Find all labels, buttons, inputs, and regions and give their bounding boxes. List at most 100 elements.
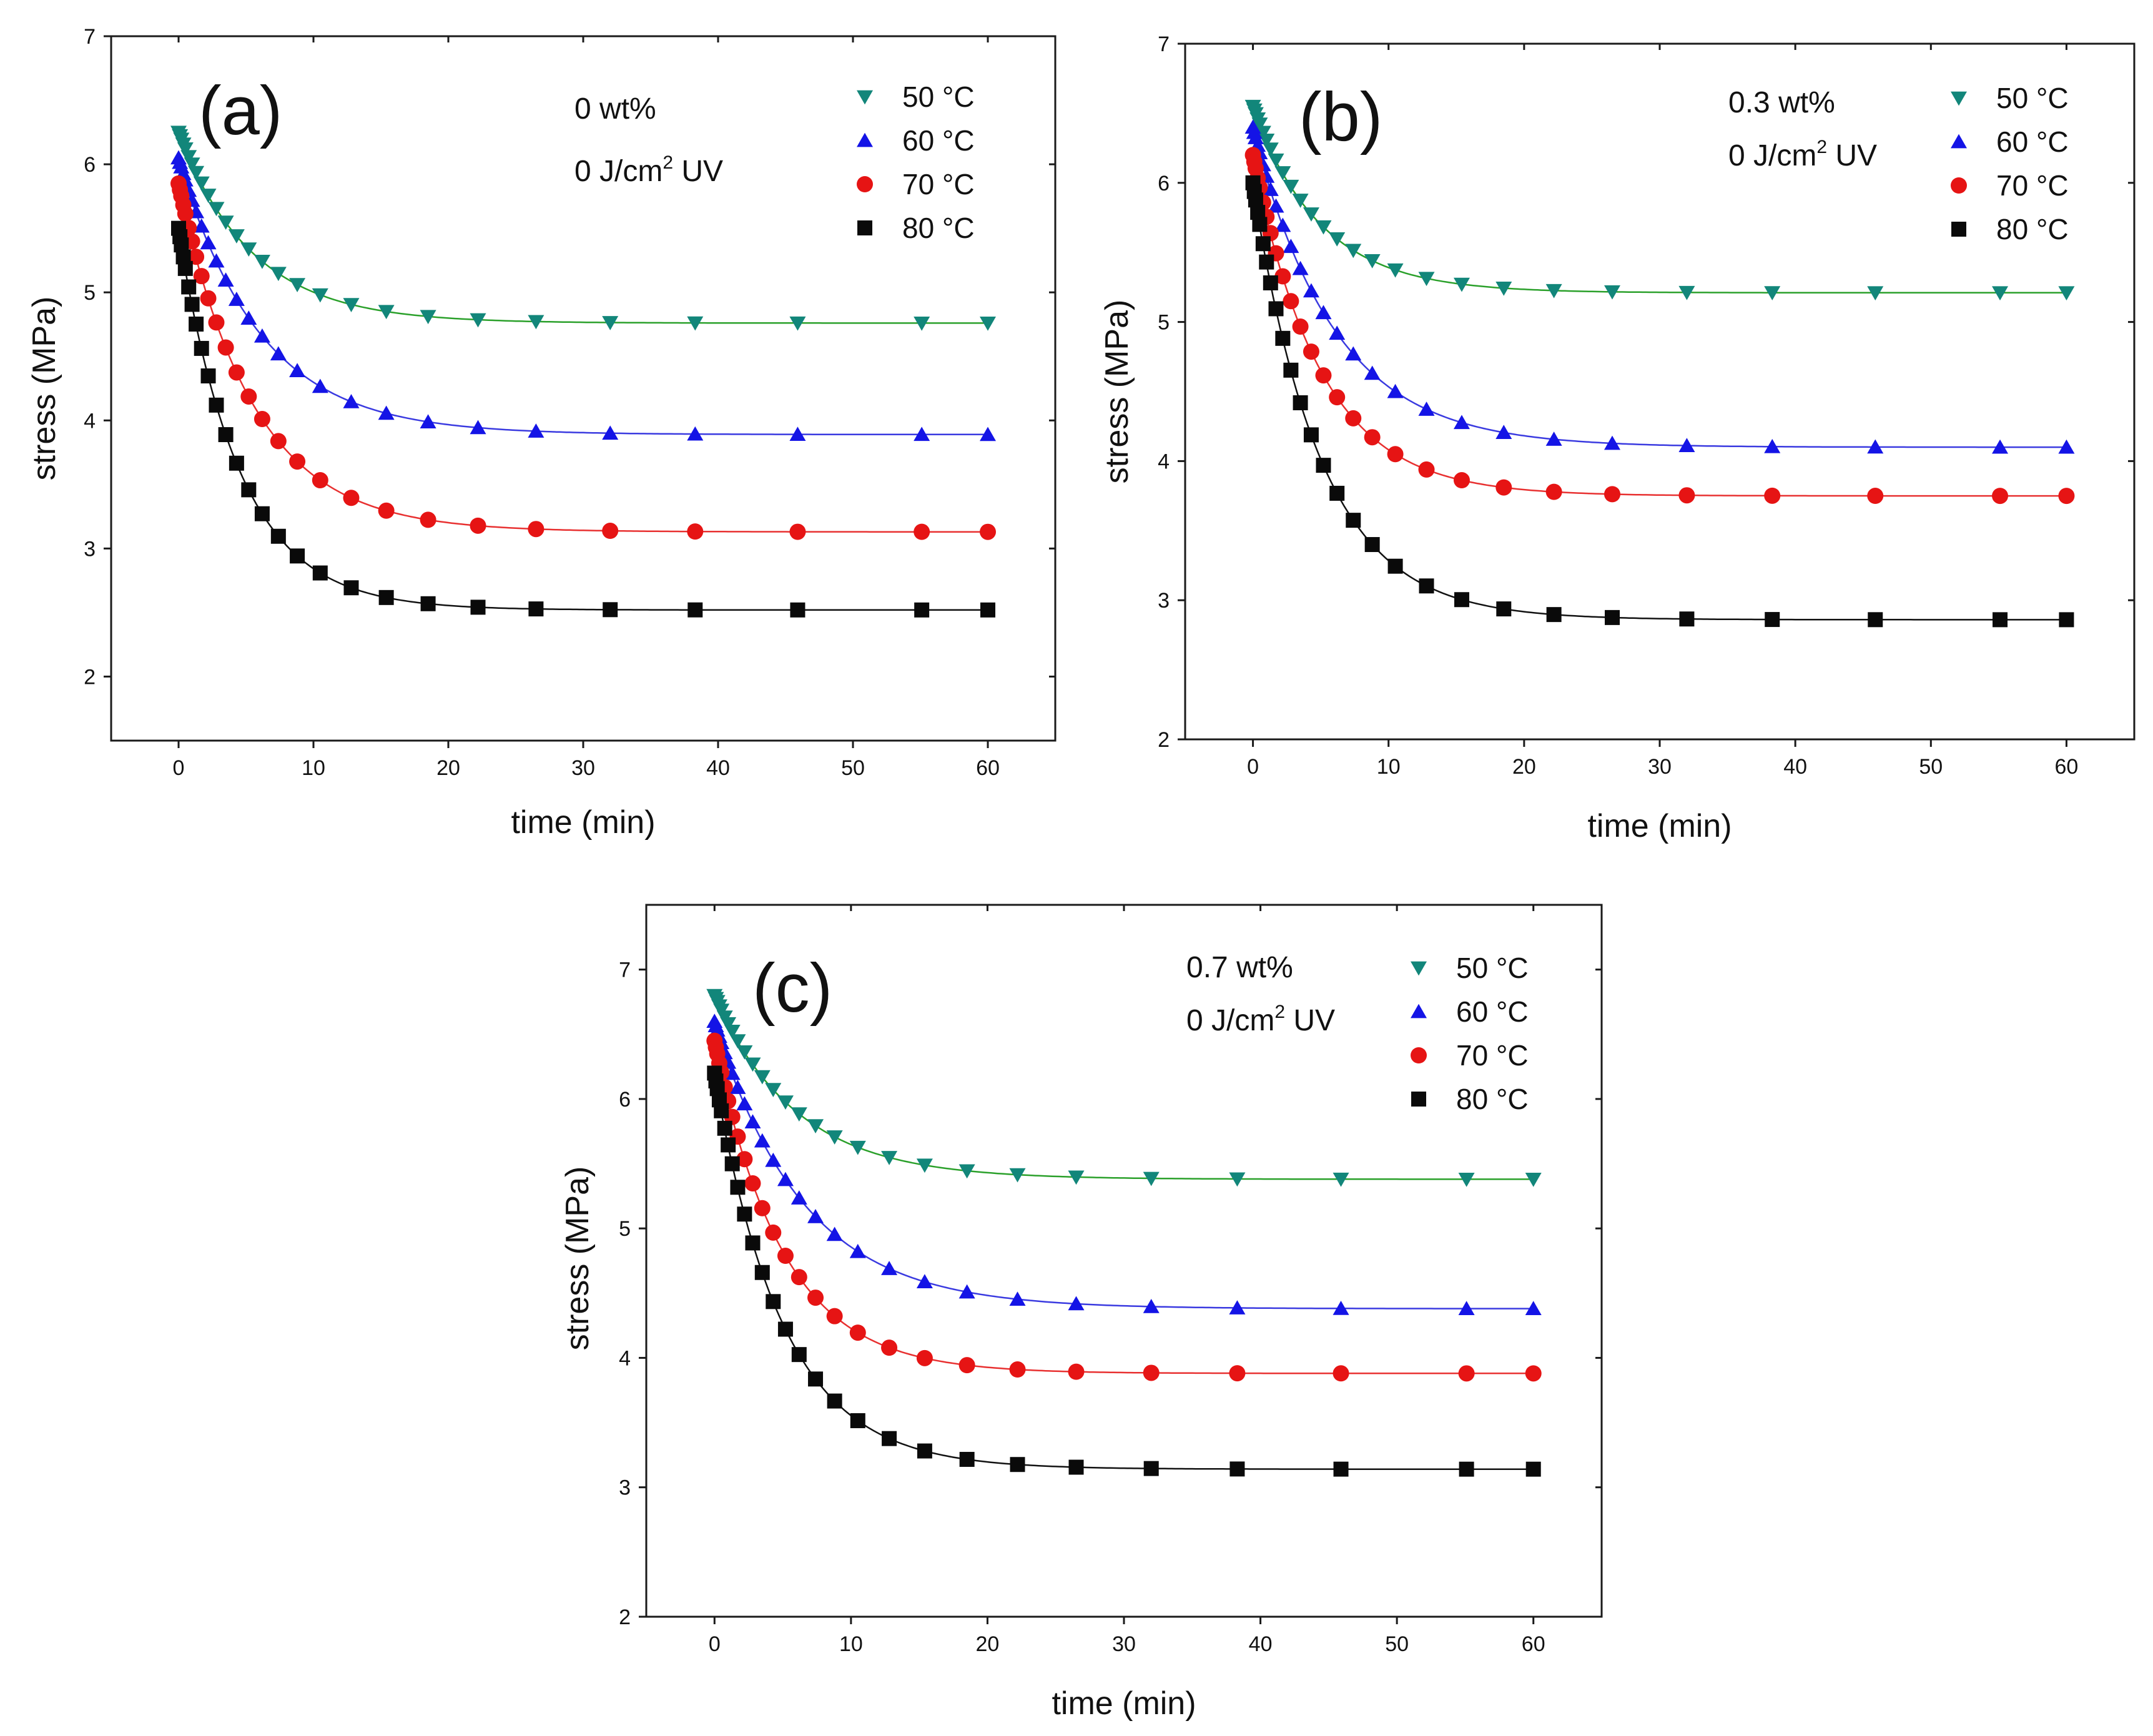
data-point-50C	[765, 1083, 782, 1098]
legend: 50 °C 60 °C 70 °C 80 °C	[857, 81, 975, 244]
data-point-60C	[1387, 383, 1404, 398]
data-point-60C	[1009, 1291, 1026, 1306]
data-point-50C	[1292, 194, 1309, 208]
data-point-60C	[1274, 217, 1291, 232]
data-point-60C	[916, 1274, 933, 1289]
data-point-80C	[737, 1206, 752, 1222]
data-point-70C	[1283, 293, 1299, 310]
x-axis-title: time (min)	[1052, 1685, 1196, 1722]
y-tick-label: 7	[1158, 32, 1170, 56]
annotation-uv-dose: 0 J/cm2 UV	[1728, 137, 1877, 172]
data-point-60C	[980, 427, 996, 441]
data-point-70C	[916, 1349, 933, 1366]
data-point-50C	[1364, 254, 1381, 269]
y-tick-label: 4	[619, 1346, 631, 1370]
data-point-50C	[1229, 1172, 1246, 1187]
legend-marker-70C	[857, 176, 873, 192]
data-point-50C	[807, 1119, 824, 1134]
data-point-60C	[1283, 239, 1299, 254]
data-point-60C	[1495, 425, 1512, 440]
data-point-80C	[808, 1371, 824, 1387]
data-point-80C	[730, 1180, 746, 1195]
annotation-concentration: 0.3 wt%	[1728, 86, 1835, 119]
data-point-80C	[420, 596, 436, 611]
data-point-50C	[1387, 263, 1404, 278]
data-point-60C	[958, 1284, 975, 1299]
data-point-80C	[218, 427, 234, 443]
legend-label-70C: 70 °C	[1996, 169, 2069, 202]
y-tick-label: 3	[1158, 589, 1170, 613]
data-point-70C	[687, 523, 704, 540]
data-point-70C	[2058, 488, 2075, 505]
data-point-60C	[1262, 182, 1279, 196]
data-point-60C	[765, 1152, 782, 1167]
data-point-80C	[177, 260, 193, 276]
legend-marker-60C	[1951, 134, 1967, 149]
legend-label-60C: 60 °C	[1456, 995, 1529, 1028]
data-point-80C	[745, 1235, 761, 1251]
data-point-60C	[1303, 283, 1319, 298]
data-point-50C	[980, 316, 996, 331]
data-point-70C	[528, 521, 544, 538]
data-point-80C	[766, 1294, 781, 1309]
data-point-80C	[181, 279, 197, 295]
data-point-70C	[378, 502, 395, 519]
y-axis-ticks: 2 3 4 5 6 7	[1158, 32, 2134, 752]
x-tick-label: 0	[1247, 755, 1259, 779]
data-point-70C	[1545, 483, 1562, 500]
fit-curve-70C	[714, 1043, 1534, 1374]
x-tick-label: 20	[976, 1632, 1000, 1656]
data-point-60C	[1604, 435, 1620, 450]
data-point-70C	[1292, 318, 1309, 335]
data-point-60C	[1315, 305, 1332, 320]
data-point-80C	[528, 601, 544, 617]
annotation-concentration: 0 wt%	[574, 92, 656, 126]
data-markers	[170, 126, 996, 618]
data-point-60C	[1678, 438, 1695, 453]
y-tick-label: 5	[619, 1217, 631, 1241]
data-point-60C	[240, 310, 257, 325]
x-tick-label: 10	[1377, 755, 1401, 779]
data-point-50C	[2058, 286, 2075, 301]
data-point-80C	[790, 602, 806, 618]
data-point-80C	[717, 1120, 732, 1136]
data-point-80C	[1605, 609, 1620, 625]
data-point-60C	[1867, 439, 1884, 454]
y-tick-label: 4	[1158, 450, 1170, 473]
data-point-50C	[958, 1164, 975, 1179]
data-point-60C	[254, 328, 270, 343]
data-point-80C	[791, 1347, 807, 1363]
chart-panel-c: 0 10 20 30 40 50 60 2 3 4 5 6 7 time (min) stress (…	[559, 904, 1603, 1722]
data-point-70C	[1315, 367, 1332, 384]
data-point-60C	[1068, 1296, 1085, 1311]
data-point-50C	[687, 316, 704, 331]
data-point-70C	[1604, 486, 1620, 503]
data-point-50C	[208, 202, 225, 217]
legend-label-60C: 60 °C	[902, 124, 975, 157]
data-point-70C	[849, 1324, 866, 1341]
data-point-80C	[184, 297, 200, 312]
x-axis-ticks: 0 10 20 30 40 50 60	[1247, 44, 2078, 779]
data-point-80C	[189, 316, 204, 332]
data-point-60C	[1418, 402, 1435, 416]
data-point-50C	[312, 288, 328, 303]
x-tick-label: 40	[706, 756, 730, 780]
data-point-50C	[1303, 207, 1319, 222]
x-tick-label: 50	[1919, 755, 1943, 779]
data-point-70C	[791, 1269, 807, 1286]
x-tick-label: 0	[173, 756, 185, 780]
fit-curve-50C	[1252, 109, 2067, 294]
data-point-70C	[1495, 479, 1512, 496]
legend-label-50C: 50 °C	[902, 81, 975, 113]
data-point-70C	[1333, 1365, 1349, 1382]
fit-curve-50C	[714, 997, 1534, 1180]
panel-label: (a)	[199, 72, 282, 149]
data-point-80C	[1252, 217, 1268, 232]
legend-marker-50C	[1411, 961, 1427, 976]
data-point-50C	[736, 1045, 753, 1060]
data-point-60C	[528, 423, 544, 438]
data-point-70C	[807, 1290, 824, 1306]
data-point-70C	[228, 364, 245, 381]
data-point-80C	[270, 528, 286, 544]
legend-label-70C: 70 °C	[1456, 1039, 1529, 1072]
